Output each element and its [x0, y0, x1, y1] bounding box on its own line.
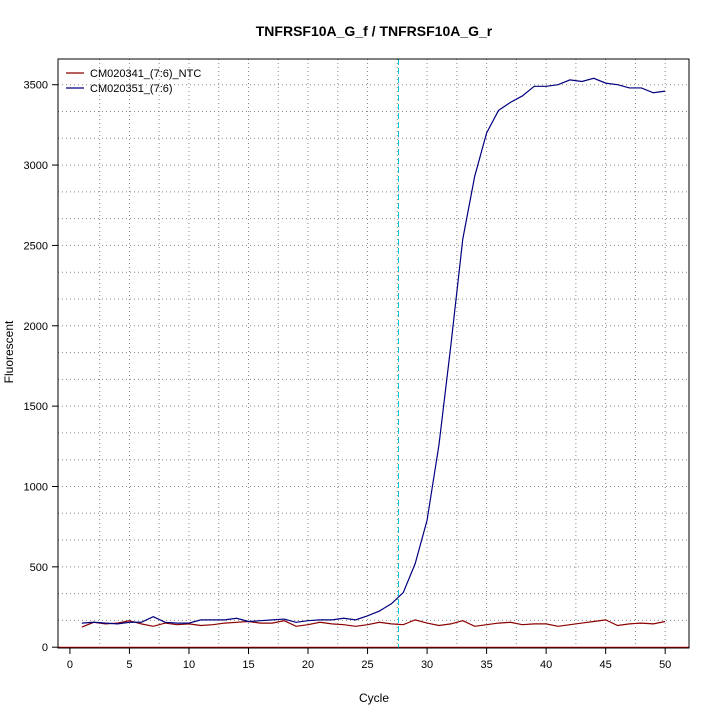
y-axis-label: Fluorescent: [2, 320, 16, 383]
x-axis: 0 5 10 15 20 25 30 35 40 45 50: [67, 648, 671, 671]
x-tick-label: 5: [126, 659, 132, 671]
series-layer: [81, 77, 666, 628]
legend-entry-1: CM020341_(7:6)_NTC: [90, 68, 201, 80]
y-tick-label: 2000: [24, 321, 48, 333]
x-tick-label: 25: [361, 659, 373, 671]
x-tick-label: 40: [540, 659, 552, 671]
chart-title: TNFRSF10A_G_f / TNFRSF10A_G_r: [256, 23, 493, 39]
x-tick-label: 20: [302, 659, 314, 671]
x-tick-label: 45: [600, 659, 612, 671]
y-tick-label: 500: [30, 562, 48, 574]
x-tick-label: 15: [242, 659, 254, 671]
legend-entry-2: CM020351_(7:6): [90, 83, 173, 95]
y-tick-label: 3500: [24, 80, 48, 92]
x-tick-label: 10: [183, 659, 195, 671]
y-tick-label: 2500: [24, 240, 48, 252]
x-tick-label: 35: [480, 659, 492, 671]
reference-lines: [58, 59, 689, 648]
y-axis: 0 500 1000 1500 2000 2500 3000 3500: [24, 80, 58, 654]
x-tick-label: 0: [67, 659, 73, 671]
legend: CM020341_(7:6)_NTC CM020351_(7:6): [66, 68, 201, 95]
plot-frame: [57, 58, 690, 649]
y-tick-label: 0: [42, 642, 48, 654]
x-tick-label: 30: [421, 659, 433, 671]
x-tick-label: 50: [659, 659, 671, 671]
series-line-1: [81, 619, 666, 628]
y-tick-label: 1000: [24, 481, 48, 493]
grid-lines: [58, 59, 689, 648]
x-axis-label: Cycle: [359, 691, 389, 705]
y-tick-label: 3000: [24, 160, 48, 172]
series-line-2: [81, 77, 666, 625]
y-tick-label: 1500: [24, 401, 48, 413]
